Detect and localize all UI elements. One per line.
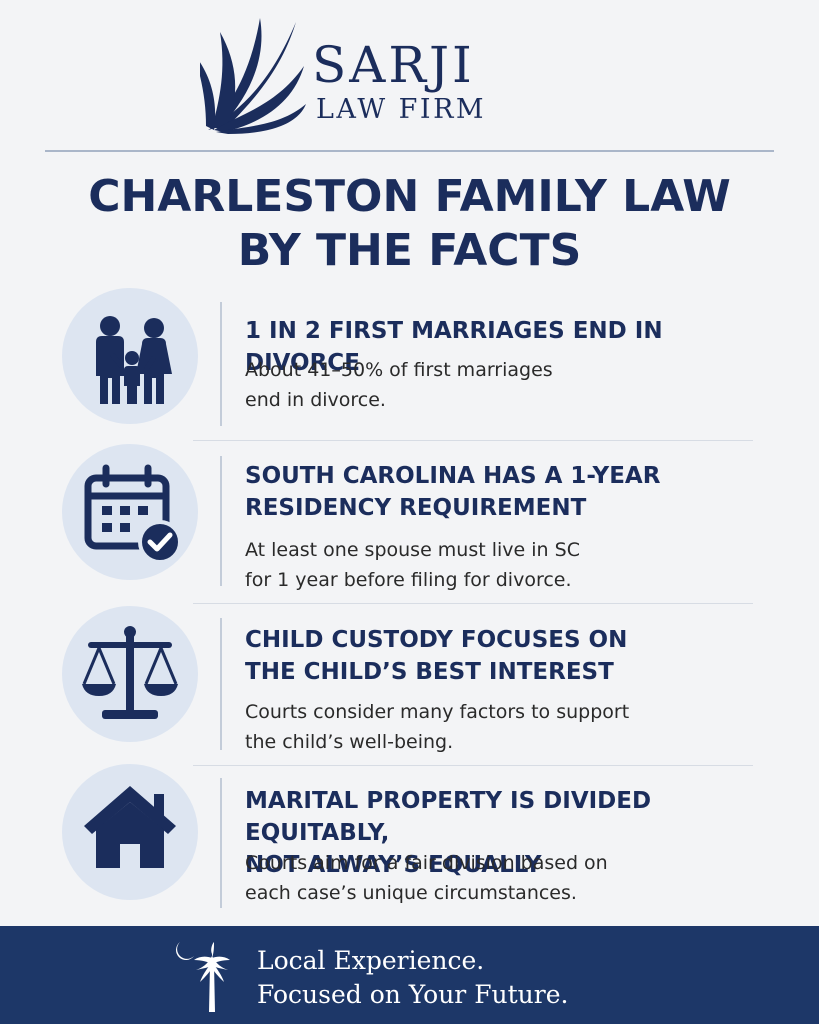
fact-icon-circle: [62, 764, 198, 900]
fact-title-line: RESIDENCY REQUIREMENT: [245, 495, 587, 521]
footer-banner: Local Experience. Focused on Your Future…: [0, 926, 819, 1024]
palm-frond-icon: [200, 18, 306, 134]
fact-body-line: the child’s well-being.: [245, 731, 454, 753]
footer-tagline-line1: Local Experience.: [257, 946, 485, 975]
footer-tagline-line2: Focused on Your Future.: [257, 980, 569, 1009]
brand-name: SARJI: [312, 36, 475, 94]
fact-divider: [220, 618, 222, 750]
footer-tagline: Local Experience. Focused on Your Future…: [257, 944, 568, 1012]
family-icon: [96, 316, 172, 404]
fact-divider: [220, 302, 222, 426]
fact-body-line: About 41–50% of first marriages: [245, 359, 553, 381]
fact-body: At least one spouse must live in SC for …: [245, 535, 685, 595]
fact-title: SOUTH CAROLINA HAS A 1-YEAR RESIDENCY RE…: [245, 460, 785, 524]
fact-icon-circle: [62, 444, 198, 580]
calendar-check-icon: [84, 464, 182, 564]
fact-title-line: NOT ALWAY’S EQUALLY: [245, 852, 542, 878]
fact-divider: [220, 456, 222, 586]
house-icon: [84, 786, 176, 868]
page-title-line2: BY THE FACTS: [237, 225, 582, 276]
fact-body: Courts aim for a fair division based on …: [245, 848, 685, 908]
fact-body: Courts consider many factors to support …: [245, 697, 685, 757]
fact-body: About 41–50% of first marriages end in d…: [245, 355, 685, 415]
fact-title-line: THE CHILD’S BEST INTEREST: [245, 659, 614, 685]
fact-body-line: each case’s unique circumstances.: [245, 882, 577, 904]
fact-body-line: for 1 year before filing for divorce.: [245, 569, 572, 591]
palmetto-moon-icon: [176, 942, 230, 1012]
fact-title: MARITAL PROPERTY IS DIVIDED EQUITABLY, N…: [245, 785, 785, 881]
fact-title: CHILD CUSTODY FOCUSES ON THE CHILD’S BES…: [245, 624, 785, 688]
scales-icon: [82, 626, 178, 719]
header-divider: [45, 150, 774, 152]
page-title-line1: CHARLESTON FAMILY LAW: [88, 171, 731, 222]
fact-divider: [220, 778, 222, 908]
page-title: CHARLESTON FAMILY LAW BY THE FACTS: [0, 170, 819, 278]
fact-icon-circle: [62, 288, 198, 424]
fact-body-line: end in divorce.: [245, 389, 386, 411]
fact-title-line: SOUTH CAROLINA HAS A 1-YEAR: [245, 463, 661, 489]
section-divider: [193, 765, 753, 766]
section-divider: [193, 440, 753, 441]
fact-body-line: Courts aim for a fair division based on: [245, 852, 608, 874]
brand-logo: SARJI LAW FIRM: [200, 14, 540, 134]
fact-body-line: At least one spouse must live in SC: [245, 539, 580, 561]
section-divider: [193, 603, 753, 604]
fact-body-line: Courts consider many factors to support: [245, 701, 630, 723]
brand-subtitle: LAW FIRM: [316, 94, 487, 125]
fact-title-line: CHILD CUSTODY FOCUSES ON: [245, 627, 628, 653]
fact-icon-circle: [62, 606, 198, 742]
fact-title: 1 IN 2 FIRST MARRIAGES END IN DIVORCE: [245, 318, 663, 376]
fact-title-line: MARITAL PROPERTY IS DIVIDED EQUITABLY,: [245, 788, 652, 846]
